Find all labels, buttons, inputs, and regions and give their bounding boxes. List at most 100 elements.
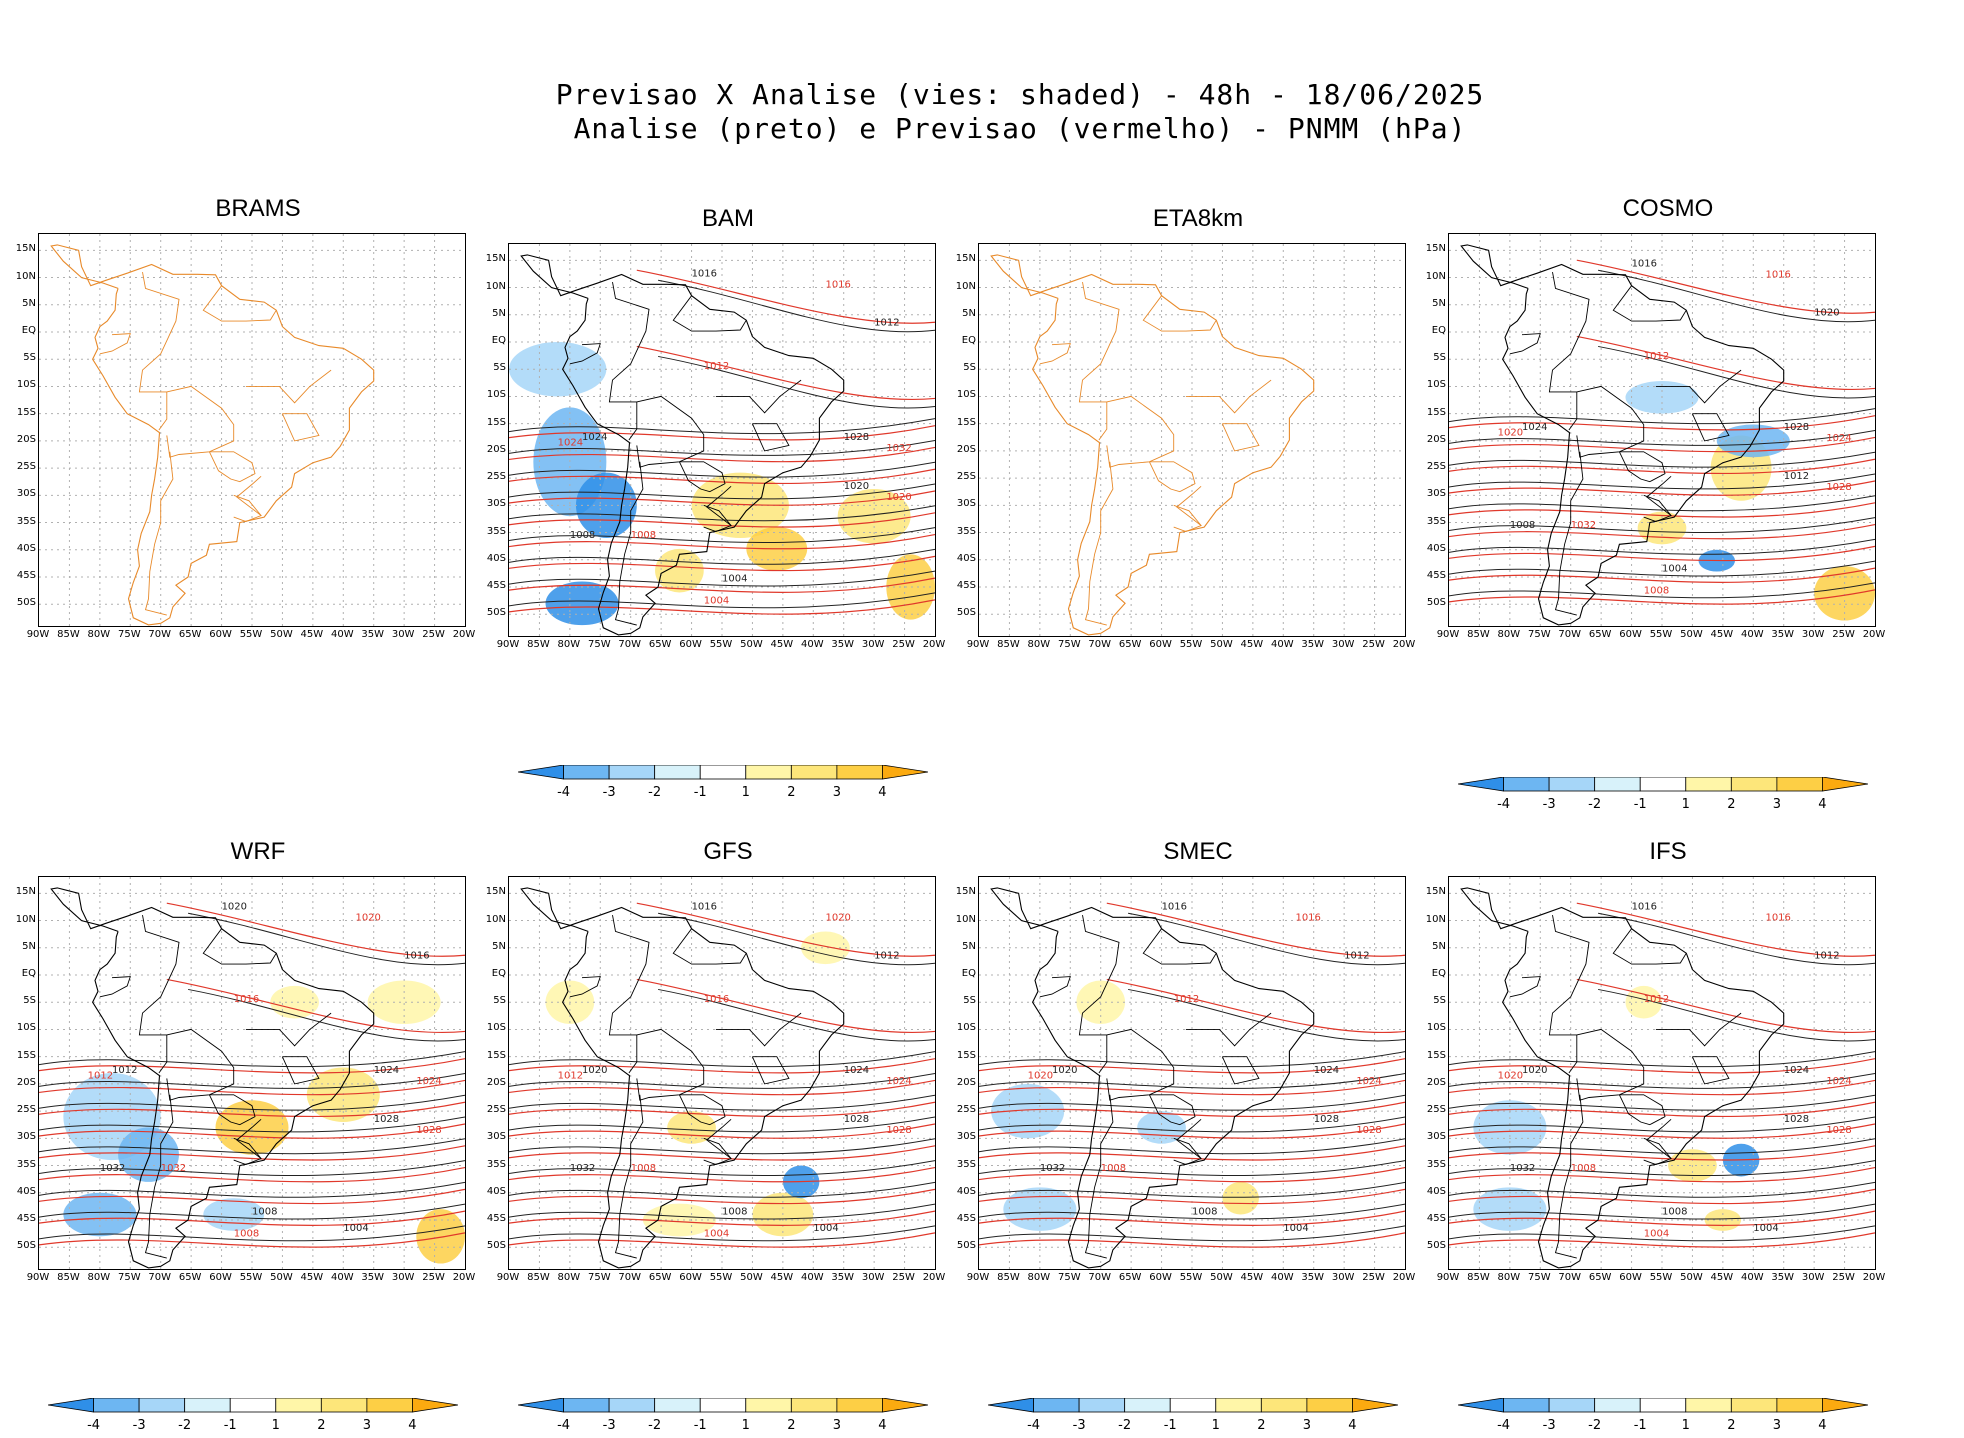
isobar-label-analysis: 1016 [692,902,717,913]
forecast-isobar [509,468,935,485]
forecast-isobar [509,1210,935,1226]
isobar-label-analysis: 1028 [844,432,869,443]
isobar-label-forecast: 1008 [1101,1163,1126,1174]
lat-tick-label: 10N [485,913,506,925]
isobar-label-analysis: 1028 [1784,1114,1809,1125]
lon-tick-label: 40W [330,629,354,640]
analysis-isobar [979,1181,1405,1198]
analysis-isobar [979,1116,1405,1133]
analysis-isobar [509,548,935,565]
colorbar-segment [790,764,838,780]
coastline [990,887,1315,1269]
colorbar-segment [882,1397,929,1413]
lon-tick-label: 75W [1527,629,1551,640]
lat-tick-label: 50S [1426,1240,1446,1252]
lon-tick-label: 50W [1210,639,1233,650]
coastline [1460,244,1785,626]
colorbar-segment [1352,1397,1399,1413]
country-border [138,272,180,431]
lon-tick-label: 65W [648,1272,672,1283]
lon-tick-label: 75W [1527,1272,1551,1283]
map-svg: 1016 1012 1024 1028 1020 1008 1004 1016 1012 1024… [509,244,935,636]
lon-tick-label: 45W [300,1272,324,1283]
lon-tick-label: 40W [800,1272,824,1283]
lat-tick-label: 10S [16,1022,36,1034]
lon-tick-label: 90W [1436,1272,1460,1283]
forecast-isobar [1576,259,1875,314]
lat-tick-label: 50S [486,1240,506,1252]
lat-tick-label: 10S [486,1022,506,1034]
country-border [703,1137,732,1165]
forecast-isobar [509,533,935,550]
isobar-label-analysis: 1032 [100,1163,125,1174]
lat-tick-label: 45S [956,580,976,591]
map-frame: 1016 1012 1024 1028 1020 1008 1004 1016 1012 1024… [508,243,936,637]
lat-tick-label: 10N [1425,270,1446,282]
colorbar-segment [836,764,883,780]
lat-tick-label: 25S [16,1104,36,1116]
lat-tick-label: 35S [956,525,976,537]
country-border [208,1094,256,1126]
analysis-isobar [509,1072,935,1089]
isobar-label-forecast: 1028 [886,1125,911,1136]
isobar-label-forecast: 1016 [234,994,259,1005]
map-svg: 1020 1016 1012 1024 1028 1032 1008 1004 1020 1016… [39,877,465,1269]
lon-tick-label: 65W [1118,639,1142,650]
lon-tick-label: 40W [1270,1272,1294,1283]
isobar-label-forecast: 1020 [1028,1070,1053,1081]
analysis-isobar [1449,1181,1875,1198]
lat-tick-label: 30S [486,498,506,510]
lon-tick-label: 85W [997,1272,1020,1283]
colorbar-segment [1685,776,1732,792]
lon-tick-label: 90W [966,639,990,650]
bias-shading [691,472,789,538]
lon-tick-label: 60W [1619,1272,1642,1283]
lon-axis: 90W 85W 80W 75W 70W 65W 60W 55W 50W 45W 40W 35W 30W 2… [967,1272,1416,1286]
lat-tick-label: 40S [956,1185,976,1197]
lat-tick-label: 50S [486,607,506,619]
colorbar-label: 2 [1727,1418,1736,1433]
lat-tick-label: EQ [491,968,506,979]
country-border [166,385,235,458]
lon-tick-label: 80W [87,629,111,640]
country-border [1078,282,1120,441]
analysis-isobar [509,592,935,609]
colorbar-segment [320,1397,368,1413]
forecast-isobar [979,1101,1405,1118]
lat-tick-label: 50S [16,597,36,609]
isobar-label-analysis: 1004 [722,574,747,585]
colorbar-segment [366,1397,413,1413]
colorbar-segment [1457,1397,1504,1413]
colorbar-label: -3 [1072,1418,1086,1433]
lat-tick-label: 10S [1426,379,1446,391]
lon-tick-label: 20W [1862,1272,1886,1283]
country-border [1084,1094,1114,1259]
lon-tick-label: 70W [1558,629,1582,640]
country-border [614,1094,644,1259]
country-border [1509,333,1541,355]
coastline [1460,887,1785,1269]
panel-title: BRAMS [215,195,301,222]
lat-tick-label: 5S [1433,995,1446,1007]
lon-tick-label: 45W [1710,629,1734,640]
isobar-label-analysis: 1024 [1784,1065,1809,1076]
panel-title: IFS [1649,838,1687,865]
lat-tick-label: 20S [1426,1076,1446,1088]
colorbar-segment [1215,1397,1262,1413]
lon-tick-label: 75W [1057,639,1081,650]
country-border [678,461,726,493]
map-frame: 1016 1012 1020 1024 1028 1032 1008 1004 1016 1012… [978,876,1406,1270]
panel-bam: BAM 1016 1012 1024 1028 1020 1008 1004 1016 1012 1… [486,205,948,675]
colorbar-segment [1639,1397,1687,1413]
lat-tick-label: 15N [955,886,976,898]
lon-tick-label: 80W [1027,1272,1051,1283]
forecast-isobar [509,1145,935,1161]
panel-title: SMEC [1163,838,1233,865]
country-border [1221,1056,1260,1085]
bias-shading [545,581,619,626]
isobar-label-analysis: 1008 [570,530,595,541]
lon-tick-label: 25W [892,1272,915,1283]
country-border [1509,976,1541,998]
lat-tick-label: 10N [955,913,976,925]
colorbar-segment [1457,776,1504,792]
